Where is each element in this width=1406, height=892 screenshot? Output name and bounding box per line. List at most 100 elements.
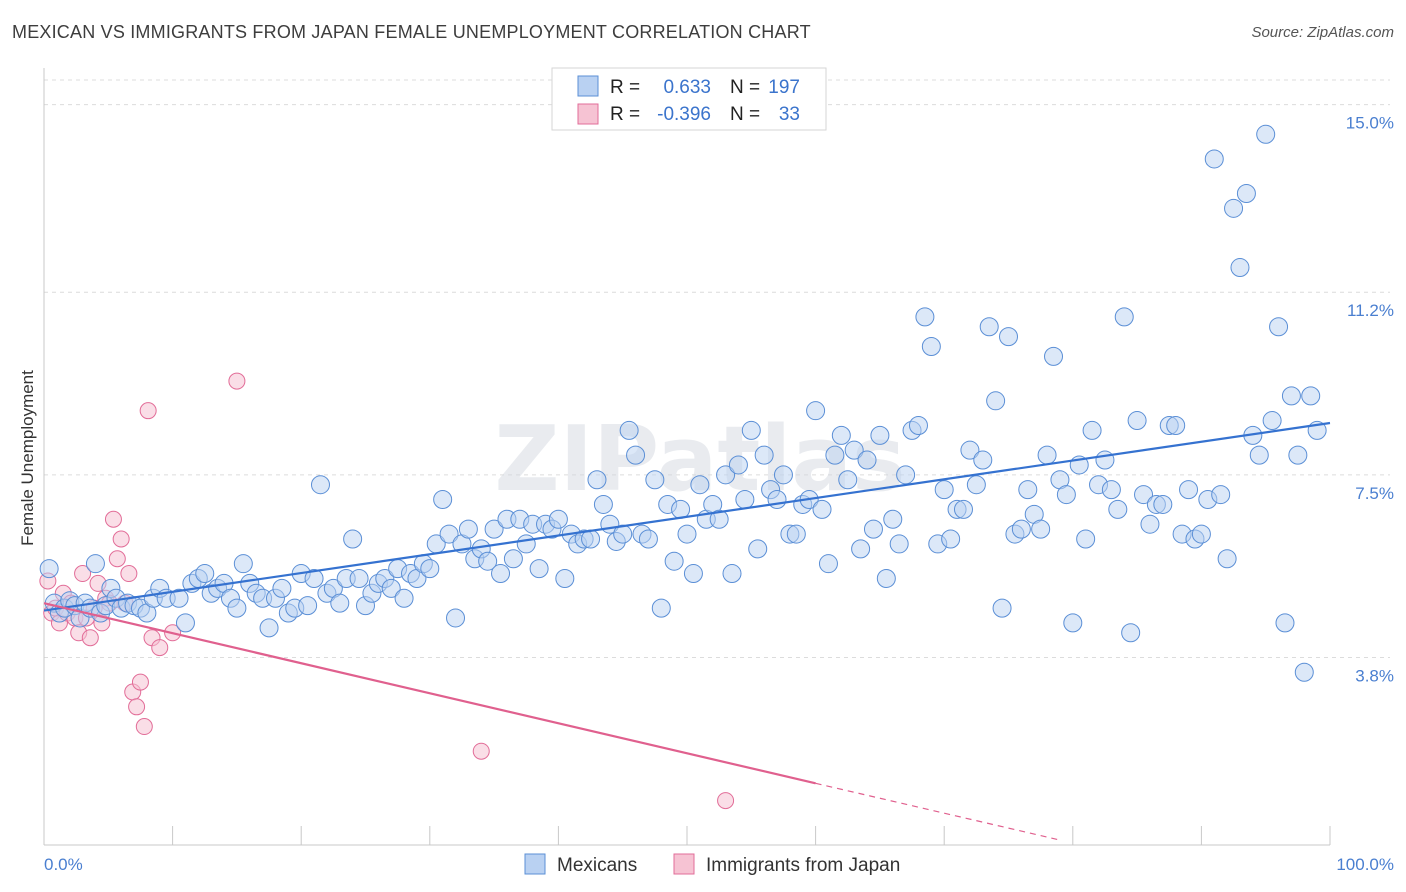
mexicans-point xyxy=(1037,445,1057,465)
y-tick-label: 15.0% xyxy=(1346,114,1394,133)
mexicans-point xyxy=(651,598,671,618)
mexicans-point xyxy=(1114,307,1134,327)
mexicans-point xyxy=(1166,415,1186,435)
mexicans-point xyxy=(626,445,646,465)
mexicans-point xyxy=(1204,149,1224,169)
mexicans-point xyxy=(863,519,883,539)
japan-point xyxy=(112,530,130,548)
mexicans-point xyxy=(1211,485,1231,505)
mexicans-point xyxy=(851,539,871,559)
mexicans-point xyxy=(1056,485,1076,505)
mexicans-point xyxy=(529,559,549,579)
y-tick-label: 7.5% xyxy=(1355,484,1394,503)
y-tick-label: 11.2% xyxy=(1347,301,1394,320)
mexicans-point xyxy=(1179,480,1199,500)
mexicans-point xyxy=(1011,519,1031,539)
japan-point xyxy=(81,629,99,647)
mexicans-point xyxy=(786,524,806,544)
japan-trend-line xyxy=(43,602,816,785)
mexicans-point xyxy=(1108,499,1128,519)
japan-point xyxy=(104,510,122,528)
mexicans-point xyxy=(722,564,742,584)
mexicans-point xyxy=(169,588,189,608)
mexicans-points xyxy=(39,124,1327,682)
legend-mexicans-swatch xyxy=(524,853,546,875)
mexicans-point xyxy=(1044,346,1064,366)
mexicans-point xyxy=(857,450,877,470)
mexicans-point xyxy=(889,534,909,554)
mexicans-trend-line xyxy=(43,421,1331,612)
mexicans-point xyxy=(1018,480,1038,500)
watermark: ZIPatlas xyxy=(494,407,905,512)
mexicans-point xyxy=(767,490,787,510)
mexicans-point xyxy=(986,391,1006,411)
y-tick-label: 3.8% xyxy=(1355,666,1394,685)
legend-r-value-2: -0.396 xyxy=(657,104,711,125)
stats-legend: R = 0.633 N = 197 R = -0.396 N = 33 xyxy=(551,67,827,131)
mexicans-point xyxy=(310,475,330,495)
legend-japan-label: Immigrants from Japan xyxy=(706,855,900,876)
mexicans-point xyxy=(1269,317,1289,337)
mexicans-point xyxy=(39,559,59,579)
mexicans-point xyxy=(812,499,832,519)
mexicans-point xyxy=(446,608,466,628)
mexicans-point xyxy=(645,470,665,490)
mexicans-point xyxy=(420,559,440,579)
mexicans-point xyxy=(298,596,318,616)
mexicans-point xyxy=(381,578,401,598)
mexicans-point xyxy=(1249,445,1269,465)
mexicans-point xyxy=(458,519,478,539)
mexicans-point xyxy=(304,568,324,588)
mexicans-point xyxy=(433,490,453,510)
mexicans-point xyxy=(908,415,928,435)
legend-swatch-pink xyxy=(577,103,599,125)
japan-point xyxy=(472,742,490,760)
mexicans-point xyxy=(516,534,536,554)
mexicans-point xyxy=(1275,613,1295,633)
trend-lines xyxy=(43,421,1331,841)
legend-r-label-2: R = xyxy=(610,104,640,125)
mexicans-point xyxy=(671,499,691,519)
mexicans-point xyxy=(896,465,916,485)
japan-point xyxy=(139,402,157,420)
japan-point xyxy=(151,639,169,657)
mexicans-point xyxy=(748,539,768,559)
chart-title: MEXICAN VS IMMIGRANTS FROM JAPAN FEMALE … xyxy=(12,22,811,42)
mexicans-point xyxy=(1224,198,1244,218)
mexicans-point xyxy=(195,564,215,584)
mexicans-point xyxy=(1127,411,1147,431)
mexicans-point xyxy=(1076,529,1096,549)
mexicans-point xyxy=(773,465,793,485)
mexicans-point xyxy=(716,465,736,485)
mexicans-point xyxy=(1153,494,1173,514)
japan-point xyxy=(717,792,735,810)
mexicans-point xyxy=(1031,519,1051,539)
mexicans-point xyxy=(1063,613,1083,633)
mexicans-point xyxy=(1082,420,1102,440)
mexicans-point xyxy=(728,455,748,475)
mexicans-point xyxy=(1256,124,1276,144)
mexicans-point xyxy=(1101,480,1121,500)
series-legend: Mexicans Immigrants from Japan xyxy=(524,853,900,876)
mexicans-point xyxy=(683,564,703,584)
mexicans-point xyxy=(735,490,755,510)
mexicans-point xyxy=(491,564,511,584)
x-tick-label-min: 0.0% xyxy=(44,855,83,874)
legend-r-value-1: 0.633 xyxy=(663,77,711,98)
mexicans-point xyxy=(831,425,851,445)
legend-n-label-1: N = xyxy=(730,77,760,98)
mexicans-point xyxy=(664,551,684,571)
mexicans-point xyxy=(85,554,105,574)
mexicans-point xyxy=(1217,549,1237,569)
mexicans-point xyxy=(979,317,999,337)
mexicans-point xyxy=(349,568,369,588)
mexicans-point xyxy=(677,524,697,544)
japan-point xyxy=(120,565,138,583)
mexicans-point xyxy=(478,551,498,571)
mexicans-point xyxy=(825,445,845,465)
mexicans-point xyxy=(587,470,607,490)
mexicans-point xyxy=(844,440,864,460)
mexicans-point xyxy=(503,549,523,569)
mexicans-point xyxy=(876,568,896,588)
mexicans-point xyxy=(1095,450,1115,470)
